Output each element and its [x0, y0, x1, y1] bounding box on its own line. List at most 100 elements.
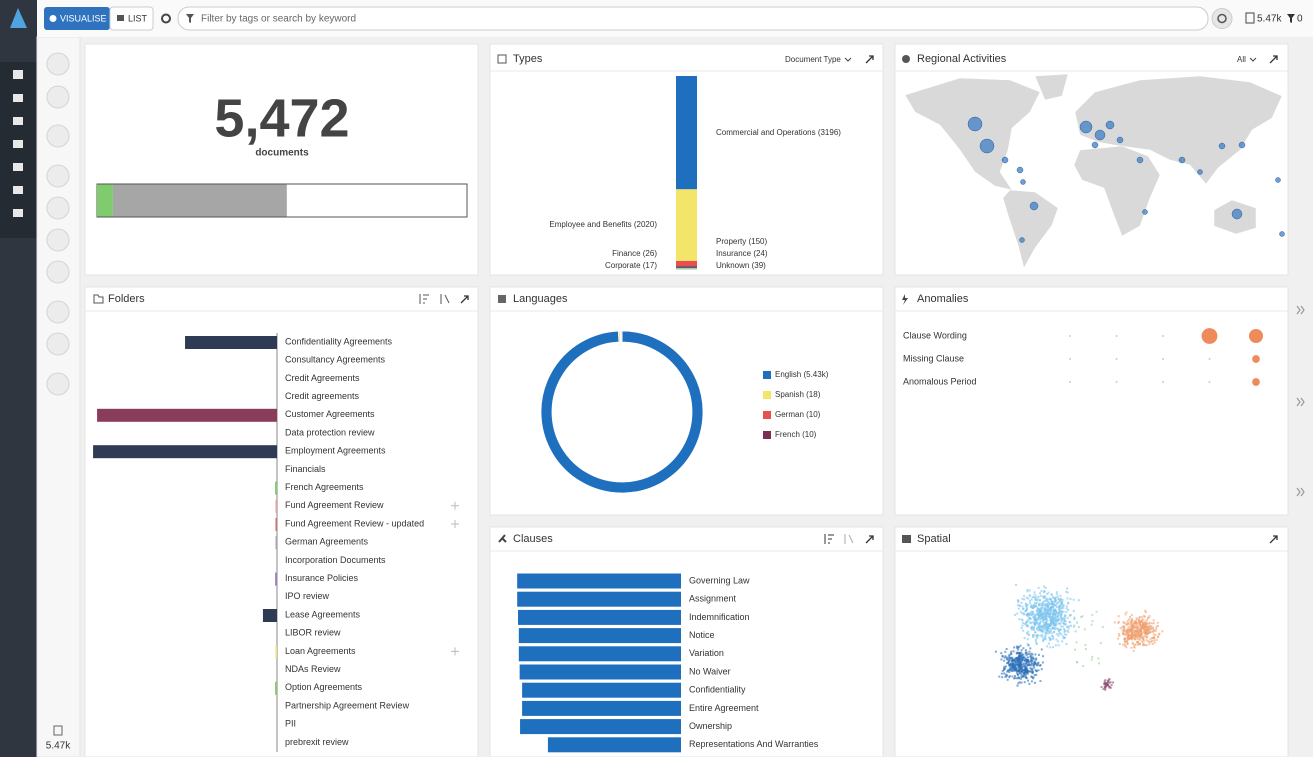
folder-name[interactable]: Partnership Agreement Review	[285, 700, 410, 710]
tool-button[interactable]	[46, 372, 70, 396]
anomaly-dot	[1069, 381, 1071, 383]
spatial-point	[1060, 597, 1063, 600]
folder-name[interactable]: Consultancy Agreements	[285, 355, 386, 365]
nav-icon[interactable]	[13, 209, 23, 217]
spatial-point	[1015, 672, 1018, 675]
nav-icon[interactable]	[13, 186, 23, 194]
tool-button[interactable]	[46, 164, 70, 188]
expand-icon[interactable]	[865, 55, 874, 64]
spatial-point	[1129, 624, 1132, 627]
tool-button[interactable]	[46, 124, 70, 148]
side-arrow[interactable]	[1296, 305, 1305, 315]
expand-icon[interactable]	[1269, 55, 1278, 64]
tool-button[interactable]	[46, 332, 70, 356]
clause-name[interactable]: Entire Agreement	[689, 703, 759, 713]
expand-icon[interactable]	[460, 295, 469, 304]
tool-button[interactable]	[46, 260, 70, 284]
spatial-point	[1055, 602, 1058, 605]
spatial-point	[1153, 637, 1156, 640]
folder-name[interactable]: French Agreements	[285, 482, 364, 492]
side-arrow[interactable]	[1296, 487, 1305, 497]
types-dropdown[interactable]: Document Type	[785, 55, 841, 64]
spatial-point	[1046, 593, 1049, 596]
clause-name[interactable]: Notice	[689, 630, 715, 640]
folder-name[interactable]: Loan Agreements	[285, 646, 356, 656]
folder-name[interactable]: Customer Agreements	[285, 409, 375, 419]
nav-icon[interactable]	[13, 163, 23, 171]
side-arrow[interactable]	[1296, 397, 1305, 407]
folder-name[interactable]: NDAs Review	[285, 664, 341, 674]
spatial-point	[1037, 622, 1040, 625]
spatial-point	[1030, 676, 1033, 679]
spatial-point	[1061, 619, 1064, 622]
tool-button[interactable]	[46, 52, 70, 76]
spatial-point	[994, 650, 997, 653]
tool-button[interactable]	[46, 228, 70, 252]
regional-dropdown[interactable]: All	[1237, 55, 1246, 64]
folder-name[interactable]: German Agreements	[285, 537, 369, 547]
tool-button[interactable]	[46, 85, 70, 109]
folder-name[interactable]: IPO review	[285, 591, 330, 601]
clause-name[interactable]: Governing Law	[689, 575, 750, 585]
spatial-point	[1061, 598, 1064, 601]
clause-name[interactable]: Ownership	[689, 721, 732, 731]
spatial-point	[1143, 629, 1146, 632]
folder-name[interactable]: Fund Agreement Review	[285, 500, 384, 510]
tool-button[interactable]	[46, 196, 70, 220]
sort-icon[interactable]	[824, 534, 834, 544]
spatial-point	[1138, 616, 1141, 619]
spatial-point	[1059, 613, 1062, 616]
visualise-button[interactable]	[44, 7, 110, 30]
nav-icon[interactable]	[13, 117, 23, 125]
clause-name[interactable]: Assignment	[689, 594, 737, 604]
nav-icon[interactable]	[13, 70, 23, 79]
expand-plus[interactable]	[451, 520, 459, 528]
clause-name[interactable]: Indemnification	[689, 612, 750, 622]
expand-icon[interactable]	[1269, 535, 1278, 544]
folder-name[interactable]: Incorporation Documents	[285, 555, 386, 565]
spatial-point	[1004, 675, 1007, 678]
spatial-point	[1047, 601, 1050, 604]
clause-name[interactable]: Confidentiality	[689, 685, 746, 695]
spatial-point	[1024, 674, 1027, 677]
spatial-point	[1028, 589, 1031, 592]
folder-name[interactable]: Data protection review	[285, 427, 375, 437]
languages-icon	[498, 295, 506, 303]
folder-name[interactable]: PII	[285, 719, 296, 729]
spatial-point	[1043, 585, 1046, 588]
folder-name[interactable]: Employment Agreements	[285, 446, 386, 456]
spatial-point	[1053, 616, 1056, 619]
refresh-button[interactable]	[1211, 8, 1233, 29]
folder-name[interactable]: prebrexit review	[285, 737, 349, 747]
spatial-point	[1054, 597, 1057, 600]
tool-button[interactable]	[46, 300, 70, 324]
search-box[interactable]	[177, 6, 1209, 31]
folder-name[interactable]: Fund Agreement Review - updated	[285, 518, 424, 528]
spatial-point	[1041, 602, 1044, 605]
sort-alpha-icon[interactable]	[440, 294, 450, 304]
settings-button[interactable]	[161, 13, 171, 24]
clause-name[interactable]: Variation	[689, 648, 724, 658]
expand-plus[interactable]	[451, 647, 459, 656]
folder-name[interactable]: Insurance Policies	[285, 573, 359, 583]
folder-name[interactable]: Lease Agreements	[285, 609, 361, 619]
folder-name[interactable]: Credit agreements	[285, 391, 360, 401]
folder-name[interactable]: Financials	[285, 464, 326, 474]
folder-name[interactable]: Option Agreements	[285, 682, 363, 692]
folder-name[interactable]: Confidentiality Agreements	[285, 336, 393, 346]
spatial-point	[1122, 621, 1125, 624]
clause-name[interactable]: Representations And Warranties	[689, 739, 819, 749]
nav-icon[interactable]	[13, 140, 23, 148]
folder-name[interactable]: Credit Agreements	[285, 373, 360, 383]
list-button[interactable]	[109, 6, 154, 31]
clause-name[interactable]: No Waiver	[689, 666, 731, 676]
folder-name[interactable]: LIBOR review	[285, 628, 341, 638]
expand-plus[interactable]	[451, 501, 459, 510]
expand-icon[interactable]	[865, 535, 874, 544]
nav-icon[interactable]	[13, 94, 23, 102]
sort-alpha-icon[interactable]	[844, 534, 854, 544]
spatial-point	[1023, 664, 1026, 667]
spatial-point	[1029, 667, 1032, 670]
sort-icon[interactable]	[419, 294, 429, 304]
spatial-point	[1018, 659, 1021, 662]
